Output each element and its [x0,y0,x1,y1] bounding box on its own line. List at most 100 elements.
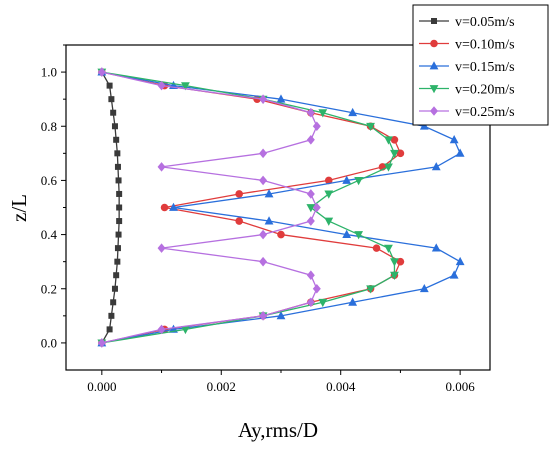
y-tick-label: 1.0 [41,65,57,80]
data-point [106,82,113,89]
data-point [396,257,405,266]
data-point [157,324,166,335]
legend-item: v=0.10m/s [419,38,515,53]
data-point [390,271,399,281]
data-point [449,134,459,144]
data-point [181,325,190,335]
series-4 [97,68,399,348]
data-point [116,190,123,197]
data-point [110,299,117,306]
x-tick-label: 0.002 [207,379,236,394]
series-line [101,71,318,344]
legend-label: v=0.05m/s [455,15,515,30]
data-point [157,162,166,172]
data-point [366,122,375,132]
data-point [324,176,333,185]
series-1 [98,69,123,346]
data-point [276,94,286,103]
legend-label: v=0.20m/s [455,83,515,98]
y-tick-label: 0.8 [41,119,57,134]
data-point [354,177,364,186]
x-tick-label: 0.000 [87,379,116,394]
x-tick-label: 0.004 [326,379,356,394]
series-line [101,71,461,344]
legend-label: v=0.10m/s [455,38,515,53]
data-point [264,189,274,198]
y-axis-ticks: 0.0 0.2 0.4 0.6 0.8 1.0 [41,44,66,350]
series-3 [97,67,465,347]
data-point [306,204,316,213]
data-point [372,244,381,252]
data-point [235,217,243,225]
data-point [259,175,268,186]
data-point [342,175,352,184]
data-point [113,272,120,279]
legend-label: v=0.15m/s [455,60,515,75]
data-point [396,149,405,158]
legend-item: v=0.15m/s [419,60,515,75]
legend: v=0.05m/s v=0.10m/s v=0.15m/s v=0.20m/s v=0.… [412,4,549,126]
data-point [116,204,123,211]
data-point [114,163,121,170]
data-point [390,149,399,159]
y-tick-label: 0.4 [41,227,58,242]
data-point [259,229,268,240]
y-tick-label: 0.0 [41,335,57,350]
data-point [160,203,169,212]
data-point [306,216,315,226]
data-point [169,202,178,211]
data-point [455,148,465,157]
series-5 [97,67,321,348]
data-point [276,311,286,320]
data-point [111,123,118,130]
data-point [306,189,315,199]
data-point [306,297,315,308]
legend-marker [430,39,438,48]
data-point [111,285,118,292]
data-point [235,190,243,198]
data-point [354,231,364,240]
data-point [348,107,358,117]
series-2 [98,68,405,347]
data-point [306,134,315,145]
data-point [110,109,117,116]
data-point [106,326,113,333]
data-point [108,312,115,319]
data-point [277,230,285,239]
data-point [114,245,121,252]
data-point [318,109,328,118]
data-point [431,243,441,252]
data-point [384,244,393,253]
data-point [390,258,399,267]
data-point [259,256,268,267]
legend-marker [429,85,439,94]
data-point [114,258,121,265]
data-point [312,121,321,132]
legend-marker [430,106,438,116]
data-point [259,148,268,159]
legend-marker [431,18,437,24]
data-point [115,177,122,184]
data-point [259,94,268,104]
data-point [312,283,321,294]
data-point [114,150,121,157]
data-point [324,190,334,199]
data-point [318,298,328,308]
series-layer [97,67,465,348]
data-point [348,297,358,306]
legend-label: v=0.25m/s [455,105,515,120]
data-point [342,229,352,238]
data-point [384,136,393,145]
data-point [108,96,115,103]
legend-marker [429,61,439,70]
data-point [306,107,315,118]
data-point [157,80,166,91]
y-tick-label: 0.2 [41,281,57,296]
data-point [449,270,459,279]
data-point [312,202,321,213]
data-point [455,256,465,266]
legend-item: v=0.05m/s [419,15,515,30]
data-point [115,231,122,238]
data-point [431,162,441,171]
